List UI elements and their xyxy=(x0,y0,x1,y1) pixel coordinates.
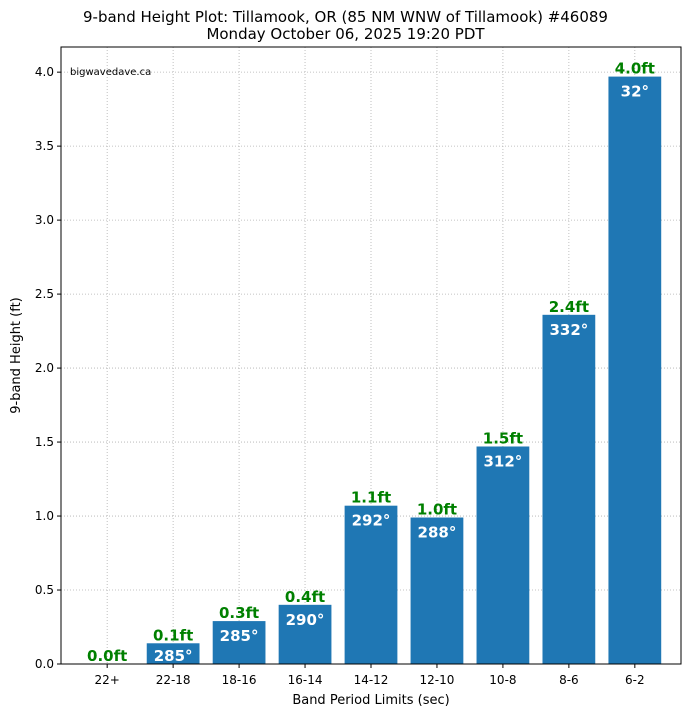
bar-height-label: 0.3ft xyxy=(219,604,259,622)
x-tick-label: 14-12 xyxy=(354,673,389,687)
x-tick-label: 12-10 xyxy=(420,673,455,687)
bar xyxy=(212,621,266,664)
y-axis-label: 9-band Height (ft) xyxy=(9,297,24,414)
x-tick-label: 22-18 xyxy=(156,673,191,687)
bar-height-label: 1.5ft xyxy=(483,429,523,447)
x-tick-label: 8-6 xyxy=(559,673,579,687)
bar xyxy=(278,604,332,664)
bar-height-label: 4.0ft xyxy=(615,60,655,78)
bar xyxy=(476,446,530,664)
x-tick-label: 22+ xyxy=(95,673,120,687)
bar-height-label: 2.4ft xyxy=(549,298,589,316)
y-tick-label: 3.5 xyxy=(35,139,54,153)
x-axis-ticks: 22+ 22-18 18-16 16-14 14-12 12-10 10-8 8-6 6-2 xyxy=(95,664,645,687)
bar-height-label: 0.0ft xyxy=(87,647,127,665)
bar-labels-group: 0.0ft 0.1ft 285° 0.3ft 285° 0.4ft 290° 1.1ft 292… xyxy=(87,60,655,665)
chart-subtitle: Monday October 06, 2025 19:20 PDT xyxy=(206,25,485,43)
x-axis-label: Band Period Limits (sec) xyxy=(292,693,449,708)
bar-direction-label: 332° xyxy=(549,321,588,339)
y-axis-ticks: 0.0 0.5 1.0 1.5 2.0 2.5 3.0 3.5 4.0 xyxy=(35,65,61,671)
bar-height-label: 0.1ft xyxy=(153,626,193,644)
x-tick-label: 18-16 xyxy=(222,673,257,687)
bar-direction-label: 292° xyxy=(352,512,391,530)
bar-direction-label: 288° xyxy=(418,524,457,542)
x-tick-label: 10-8 xyxy=(489,673,516,687)
bar xyxy=(542,314,596,664)
bar-height-label: 1.0ft xyxy=(417,501,457,519)
bar-direction-label: 285° xyxy=(154,647,193,665)
bar xyxy=(146,643,200,664)
y-tick-label: 2.5 xyxy=(35,287,54,301)
bar xyxy=(608,76,662,664)
bar-height-label: 1.1ft xyxy=(351,489,391,507)
bars-group xyxy=(146,76,662,664)
bar-direction-label: 312° xyxy=(484,452,523,470)
bar xyxy=(344,505,398,664)
y-tick-label: 1.5 xyxy=(35,435,54,449)
y-tick-label: 1.0 xyxy=(35,509,54,523)
y-tick-label: 4.0 xyxy=(35,65,54,79)
y-tick-label: 0.5 xyxy=(35,583,54,597)
bar xyxy=(410,517,464,664)
bar-direction-label: 290° xyxy=(286,611,325,629)
x-tick-label: 16-14 xyxy=(288,673,323,687)
bar-direction-label: 32° xyxy=(621,83,649,101)
y-tick-label: 3.0 xyxy=(35,213,54,227)
bar-direction-label: 285° xyxy=(220,627,259,645)
bar-height-label: 0.4ft xyxy=(285,588,325,606)
watermark-text: bigwavedave.ca xyxy=(70,67,151,78)
y-tick-label: 2.0 xyxy=(35,361,54,375)
x-tick-label: 6-2 xyxy=(625,673,645,687)
y-tick-label: 0.0 xyxy=(35,657,54,671)
chart-title: 9-band Height Plot: Tillamook, OR (85 NM… xyxy=(83,8,608,26)
